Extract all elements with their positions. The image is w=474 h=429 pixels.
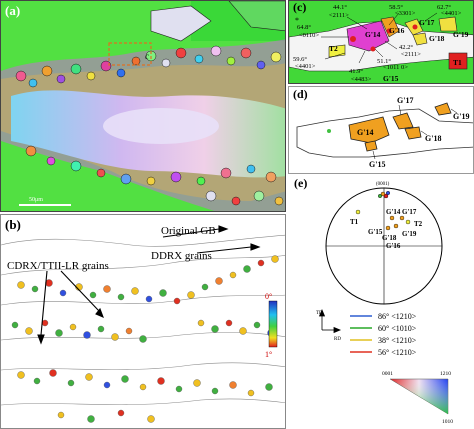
axis-label-2: <3301> — [395, 10, 416, 17]
axis-td: TD — [316, 311, 323, 316]
pole-label-g18: G'18 — [382, 234, 397, 242]
outline-label-g19: G'19 — [453, 112, 469, 121]
legend-entry-60: 60° <1010> — [378, 324, 417, 333]
annotation-cdrx: CDRX/TTII-LR grains — [7, 260, 109, 272]
panel-e-pole-figure: (0001) G'14 G'17 T1 G'15 G'18 T2 G'16 G'… — [288, 174, 474, 429]
pole-label-g16: G'16 — [386, 242, 401, 250]
outline-grain-g17 — [392, 112, 414, 130]
panel-c-label: (c) — [293, 0, 307, 14]
pole-label-g14: G'14 — [386, 208, 401, 216]
pole-figure-e: (0001) G'14 G'17 T1 G'15 G'18 T2 G'16 G'… — [316, 182, 453, 425]
angle-label-4: 64.8° — [297, 24, 311, 31]
ipf-color-key — [389, 378, 449, 415]
angle-label-7: 51.1° — [377, 58, 391, 65]
panel-b-label: (b) — [5, 217, 21, 232]
ipf-label-0001: 0001 — [382, 371, 393, 377]
axis-label-1: <2111> — [329, 12, 349, 19]
axis-label-5: <2111> — [401, 51, 421, 58]
grain-g19 — [438, 16, 458, 32]
grain-label-g15: G'15 — [383, 74, 399, 83]
grain-g16 — [380, 16, 400, 38]
zoom-map-c: 44.1° <2111> 58.5° <3301> 62.7° <4401> 6… — [289, 1, 473, 83]
pole-label-t1: T1 — [350, 218, 359, 226]
axis-rd: RD — [334, 337, 341, 342]
grain-outline-d: G'17 G'14 G'18 G'19 G'15 — [296, 96, 473, 169]
axis-label-8: <4483> — [351, 76, 372, 83]
outline-label-g17: G'17 — [397, 96, 413, 105]
boundary-map-b: Original GB DDRX grains CDRX/TTII-LR gra… — [1, 225, 285, 423]
angle-label-3: 62.7° — [437, 4, 451, 11]
legend-entry-56: 56° <1210> — [378, 348, 417, 357]
grain-label-t1: T1 — [453, 58, 462, 67]
panel-a-orientation-map: c 50μm (a) — [0, 0, 286, 212]
grain-label-g14: G'14 — [365, 30, 381, 39]
angle-label-5: 42.2° — [399, 44, 413, 51]
marker-asterisk: * — [295, 16, 299, 25]
outline-label-g14: G'14 — [357, 128, 373, 137]
misorientation-legend: 86° <1210> 60° <1010> 38° <1210> 56° <12… — [350, 312, 417, 357]
panel-d-label: (d) — [293, 87, 308, 101]
grain-g18 — [412, 32, 428, 46]
outline-label-g15: G'15 — [369, 160, 385, 169]
grain-label-g19: G'19 — [453, 30, 469, 39]
pole-label: (0001) — [376, 182, 390, 187]
outline-grain-g14 — [348, 116, 390, 144]
axis-label-7: <1011 0> — [383, 64, 408, 71]
ipf-label-1210: 1210 — [440, 371, 451, 377]
pole-label-g19: G'19 — [402, 230, 417, 238]
angle-label-1: 44.1° — [333, 4, 347, 11]
ebsd-map-a: c 50μm — [1, 1, 285, 211]
colorbar-bottom-label: 1° — [265, 350, 272, 359]
grain-t1 — [448, 52, 468, 70]
legend-entry-86: 86° <1210> — [378, 312, 417, 321]
annotation-ddrx: DDRX grains — [151, 250, 212, 262]
legend-entry-38: 38° <1210> — [378, 336, 417, 345]
misorientation-colorbar — [268, 300, 278, 348]
outline-grain-g15 — [364, 140, 378, 152]
grain-label-g18: G'18 — [429, 34, 445, 43]
panel-a-label: (a) — [5, 3, 21, 18]
annotation-original-gb: Original GB — [161, 225, 216, 237]
panel-c-zoom-map: 44.1° <2111> 58.5° <3301> 62.7° <4401> 6… — [288, 0, 474, 84]
panel-b-boundary-map: Original GB DDRX grains CDRX/TTII-LR gra… — [0, 214, 286, 429]
scale-bar-label: 50μm — [29, 197, 43, 203]
angle-label-8: 41.9° — [349, 68, 363, 75]
outline-label-g18: G'18 — [425, 134, 441, 143]
grain-g14 — [346, 20, 390, 52]
panel-d-grain-outline: G'17 G'14 G'18 G'19 G'15 (d) — [288, 86, 474, 174]
grain-label-g16: G'16 — [389, 26, 405, 35]
pole-label-g17: G'17 — [402, 208, 417, 216]
axis-label-3: <4401> — [441, 10, 462, 17]
pole-label-t2: T2 — [414, 220, 423, 228]
region-c-label: c — [145, 51, 149, 61]
outline-grain-g18 — [404, 126, 422, 140]
pole-label-g15: G'15 — [368, 228, 383, 236]
angle-label-6: 59.6° — [293, 56, 307, 63]
grain-label-t2: T2 — [329, 44, 338, 53]
outline-grain-g19 — [434, 102, 452, 116]
axis-label-4: <0110> — [299, 32, 319, 39]
angle-label-2: 58.5° — [389, 4, 403, 11]
panel-e-label: (e) — [294, 176, 308, 190]
colorbar-top-label: 0° — [265, 292, 272, 301]
grain-label-g17: G'17 — [419, 18, 435, 27]
region-c-box — [108, 42, 152, 66]
axis-label-6: <4401> — [295, 63, 316, 70]
ipf-label-1010: 1010 — [442, 419, 453, 425]
